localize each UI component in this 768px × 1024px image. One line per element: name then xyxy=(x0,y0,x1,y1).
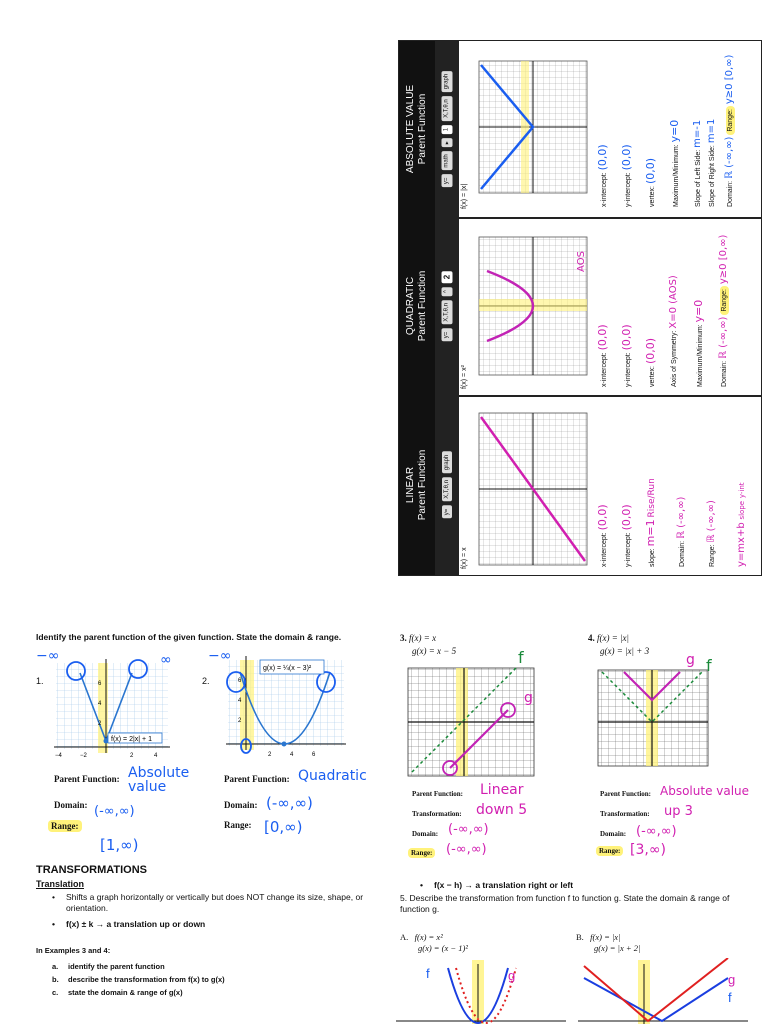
svg-text:g: g xyxy=(728,972,735,987)
p3-graph xyxy=(407,667,535,777)
svg-text:6: 6 xyxy=(98,681,102,687)
p1-num: 1. xyxy=(36,676,44,686)
svg-text:6: 6 xyxy=(312,752,316,758)
examples-title: In Examples 3 and 4: xyxy=(36,946,111,955)
svg-text:4: 4 xyxy=(238,698,242,704)
svg-text:2: 2 xyxy=(98,721,102,727)
aos-note: AOS xyxy=(575,251,587,272)
p2-rng-answer: [0,∞) xyxy=(264,818,303,836)
p4-tr-answer: up 3 xyxy=(664,804,693,819)
question-5: 5. Describe the transformation from func… xyxy=(400,893,730,914)
linear-keys: y= X,T,θ,n graph xyxy=(442,451,452,519)
p2-pf-label: Parent Function: xyxy=(224,774,290,784)
svg-text:2: 2 xyxy=(268,752,272,758)
p3-header: 3. f(x) = x g(x) = x − 5 xyxy=(400,633,457,656)
abs-title: ABSOLUTE VALUE Parent Function xyxy=(405,84,428,174)
linear-fn: f(x) = x xyxy=(461,547,468,569)
p1-rng-answer: [1,∞) xyxy=(100,836,139,854)
p4-rng-answer: [3,∞) xyxy=(630,842,666,858)
p4-g-note: g xyxy=(686,652,695,668)
linear-text: x-intercept: (0,0) y-intercept: (0,0) sl… xyxy=(596,478,747,567)
p3-tr-label: Transformation: xyxy=(412,810,462,818)
p4-dom-answer: (-∞,∞) xyxy=(636,824,677,839)
bullet-1: • Shifts a graph horizontally or vertical… xyxy=(52,892,364,913)
svg-text:4: 4 xyxy=(98,701,102,707)
p5a-header: A. f(x) = x² g(x) = (x − 1)² xyxy=(400,932,468,953)
p4-tr-label: Transformation: xyxy=(600,810,650,818)
p4-f-note: f xyxy=(706,656,712,675)
p2-pf-answer: Quadratic xyxy=(298,768,367,784)
p3-dom-label: Domain: xyxy=(412,830,439,838)
bullet-2: • f(x) ± k → a translation up or down xyxy=(52,919,206,929)
svg-text:f: f xyxy=(728,990,732,1005)
abs-text: x-intercept: (0,0) y-intercept: (0,0) ve… xyxy=(596,54,735,207)
svg-text:−2: −2 xyxy=(80,753,88,759)
p5b-graph: g f xyxy=(578,958,748,1024)
p1-eq-label: f(x) = 2|x| + 1 xyxy=(111,736,152,743)
p2-eq-label: g(x) = ¼(x − 3)² xyxy=(263,665,312,672)
p4-header: 4. f(x) = |x| g(x) = |x| + 3 xyxy=(588,633,650,656)
panel-graphs xyxy=(478,60,588,566)
p4-rng-label: Range: xyxy=(596,846,624,856)
p3-f-note: f xyxy=(518,648,524,667)
svg-text:4: 4 xyxy=(290,752,294,758)
p3-tr-answer: down 5 xyxy=(476,802,528,818)
svg-text:6: 6 xyxy=(238,678,242,684)
p2-neg-inf: −∞ xyxy=(208,648,232,664)
quad-text: x-intercept: (0,0) y-intercept: (0,0) ve… xyxy=(596,234,729,387)
left-heading: Identify the parent function of the give… xyxy=(36,632,342,642)
p2-graph: g(x) = ¼(x − 3)² 2 4 6 6 4 2 xyxy=(226,656,346,758)
p2-rng-label: Range: xyxy=(224,820,252,830)
p3-pf-answer: Linear xyxy=(480,782,524,798)
p2-dom-label: Domain: xyxy=(224,800,258,810)
p1-pf-answer: Absolute value xyxy=(128,765,190,795)
svg-text:2: 2 xyxy=(238,718,242,724)
p3-rng-label: Range: xyxy=(408,848,436,858)
svg-text:4: 4 xyxy=(154,753,158,759)
p2-num: 2. xyxy=(202,676,210,686)
abs-fn: f(x) = |x| xyxy=(461,183,468,209)
svg-text:g: g xyxy=(508,968,515,983)
bullet-3: • f(x − h) → a translation right or left xyxy=(420,880,574,890)
p3-pf-label: Parent Function: xyxy=(412,790,464,798)
abs-keys: y= math ▸ 1 X,T,θ,n graph xyxy=(441,70,453,188)
p1-dom-answer: (-∞,∞) xyxy=(94,804,135,819)
p1-neg-inf: −∞ xyxy=(36,648,60,664)
p4-graph xyxy=(597,669,709,767)
p3-dom-answer: (-∞,∞) xyxy=(448,822,489,837)
p1-pos-inf: ∞ xyxy=(160,652,172,668)
title-strip xyxy=(399,41,435,575)
svg-text:f: f xyxy=(426,966,430,981)
p3-g-note: g xyxy=(524,690,533,706)
p5a-graph: f g xyxy=(396,960,566,1024)
parent-functions-panel: ABSOLUTE VALUE Parent Function y= math ▸… xyxy=(398,40,762,576)
p1-rng-label: Range: xyxy=(48,820,82,832)
p4-pf-answer: Absolute value xyxy=(660,784,750,798)
svg-text:−4: −4 xyxy=(55,753,63,759)
linear-title: LINEAR Parent Function xyxy=(405,449,428,521)
p1-graph: f(x) = 2|x| + 1 −4 −2 2 4 6 4 2 xyxy=(54,659,170,759)
p1-pf-label: Parent Function: xyxy=(54,774,120,784)
quad-title: QUADRATIC Parent Function xyxy=(405,270,428,342)
p2-dom-answer: (-∞,∞) xyxy=(266,794,313,812)
p5b-header: B. f(x) = |x| g(x) = |x + 2| xyxy=(576,932,641,953)
translation-heading: Translation xyxy=(36,879,85,889)
p1-dom-label: Domain: xyxy=(54,800,88,810)
svg-text:2: 2 xyxy=(130,753,134,759)
p4-pf-label: Parent Function: xyxy=(600,790,652,798)
quad-fn: f(x) = x² xyxy=(461,365,468,389)
p3-rng-answer: (-∞,∞) xyxy=(446,842,487,857)
quad-keys: y= X,T,θ,n ^ 2 xyxy=(441,270,453,342)
transformations-title: TRANSFORMATIONS xyxy=(36,864,148,876)
steps-list: a. identify the parent function b. describ… xyxy=(52,962,225,997)
p4-dom-label: Domain: xyxy=(600,830,627,838)
